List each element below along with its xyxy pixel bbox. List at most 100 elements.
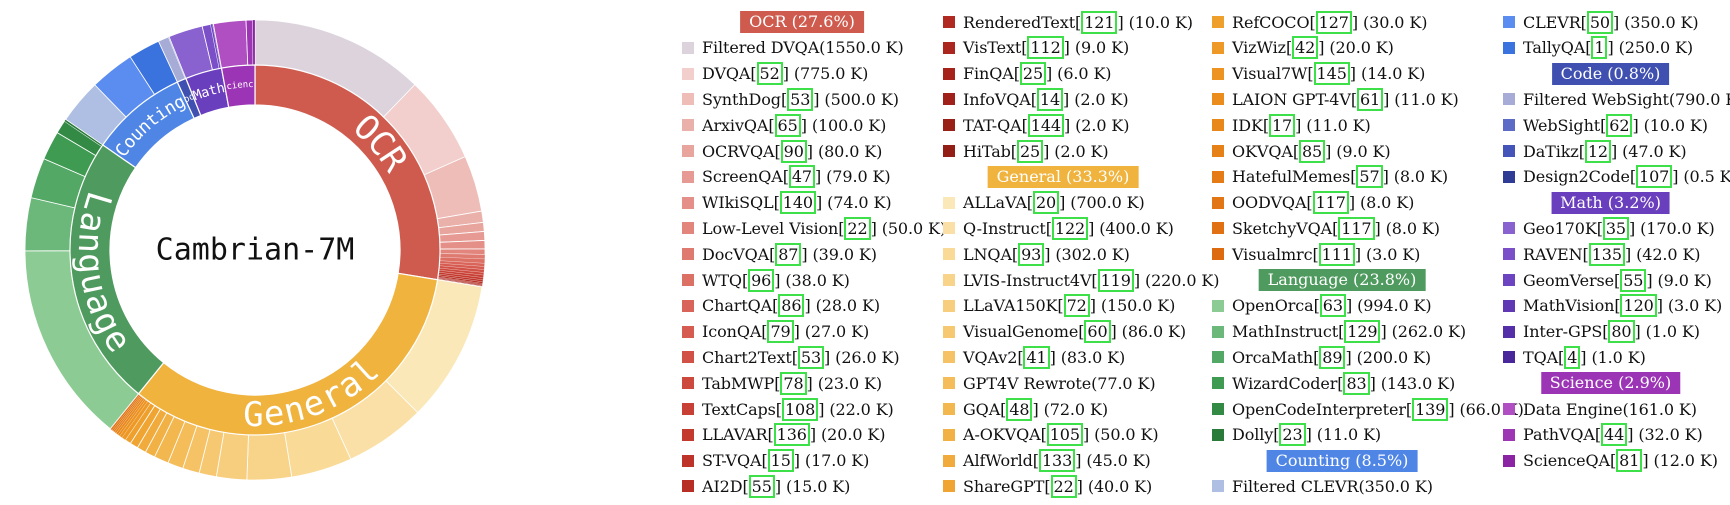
legend-swatch — [1212, 41, 1224, 54]
legend-count: (42.0 K) — [1636, 244, 1701, 264]
legend-count: (23.0 K) — [817, 373, 883, 393]
legend-entry-llavar: LLAVAR [136] (20.0 K) — [682, 423, 885, 447]
legend-header-math: Math (3.2%) — [1551, 191, 1670, 214]
legend-swatch — [943, 454, 955, 467]
legend-dataset-name: DocVQA — [702, 244, 770, 264]
legend-citation: 78 — [780, 371, 807, 395]
legend-entry-ocrvqa: OCRVQA [90] (80.0 K) — [682, 139, 882, 163]
legend-entry-filtered-websight: Filtered WebSight (790.0 K) — [1503, 87, 1730, 111]
legend-entry-finqa: FinQA [25] (6.0 K) — [943, 62, 1112, 86]
legend-dataset-name: RAVEN — [1523, 244, 1583, 264]
legend-swatch — [682, 119, 694, 132]
legend-swatch — [1503, 325, 1515, 338]
legend-count: (10.0 K) — [1128, 12, 1193, 32]
legend-count: (47.0 K) — [1622, 141, 1687, 161]
legend-dataset-name: Low-Level Vision — [702, 218, 839, 238]
legend-count: (250.0 K) — [1618, 38, 1694, 58]
legend-count: (775.0 K) — [793, 64, 869, 84]
legend-entry-filtered-clevr: Filtered CLEVR (350.0 K) — [1212, 474, 1433, 498]
legend-dataset-name: Q-Instruct — [963, 218, 1046, 238]
legend-entry-visualmrc: Visualmrc [111] (3.0 K) — [1212, 242, 1420, 266]
legend-entry-dolly: Dolly [23] (11.0 K) — [1212, 423, 1381, 447]
outer-ring — [24, 19, 486, 481]
legend-dataset-name: Data Engine — [1523, 399, 1623, 419]
legend-dataset-name: LAION GPT-4V — [1232, 89, 1351, 109]
legend-dataset-name: VQAv2 — [963, 347, 1018, 367]
legend-dataset-name: Filtered CLEVR — [1232, 476, 1359, 496]
legend-entry-infovqa: InfoVQA [14] (2.0 K) — [943, 87, 1129, 111]
legend-dataset-name: DVQA — [702, 64, 751, 84]
legend-count: (0.5 K) — [1683, 167, 1730, 187]
legend-entry-sketchyvqa: SketchyVQA [117] (8.0 K) — [1212, 216, 1440, 240]
legend-count: (38.0 K) — [785, 270, 850, 290]
legend-dataset-name: Dolly — [1232, 425, 1274, 445]
legend-count: (8.0 K) — [1359, 193, 1415, 213]
legend-swatch — [1503, 299, 1515, 312]
center-title: Cambrian-7M — [156, 233, 355, 268]
legend-citation: 119 — [1097, 268, 1134, 292]
legend-swatch — [943, 16, 955, 28]
legend-entry-okvqa: OKVQA [85] (9.0 K) — [1212, 139, 1391, 163]
legend-entry-scienceqa: ScienceQA [81] (12.0 K) — [1503, 449, 1718, 473]
legend-count: (220.0 K) — [1144, 270, 1220, 290]
legend-citation: 122 — [1051, 216, 1089, 240]
legend-entry-visualgenome: VisualGenome [60] (86.0 K) — [943, 320, 1186, 344]
legend-citation: 93 — [1018, 242, 1045, 266]
legend-citation: 96 — [748, 268, 775, 292]
legend-dataset-name: OKVQA — [1232, 141, 1293, 161]
legend-count: (77.0 K) — [1091, 373, 1156, 393]
legend-entry-tat-qa: TAT-QA [144] (2.0 K) — [943, 113, 1130, 137]
legend-count: (14.0 K) — [1360, 64, 1426, 84]
legend-swatch — [682, 196, 694, 209]
legend-header-language: Language (23.8%) — [1258, 269, 1426, 291]
legend-entry-a-okvqa: A-OKVQA [105] (50.0 K) — [943, 423, 1159, 447]
legend-citation: 23 — [1279, 423, 1306, 447]
legend-dataset-name: PathVQA — [1523, 425, 1595, 445]
legend-dataset-name: LLaVA150K — [963, 296, 1058, 316]
legend-entry-refcoco: RefCOCO [127] (30.0 K) — [1212, 10, 1427, 34]
legend-entry-screenqa: ScreenQA [47] (79.0 K) — [682, 165, 891, 189]
legend-citation: 117 — [1312, 191, 1349, 215]
legend-entry-geo170k: Geo170K [35] (170.0 K) — [1503, 216, 1715, 240]
legend-entry-gpt4v-rewrote: GPT4V Rewrote (77.0 K) — [943, 371, 1156, 395]
legend-count: (6.0 K) — [1057, 64, 1112, 84]
legend-citation: 144 — [1027, 113, 1064, 137]
legend-swatch — [1212, 119, 1224, 132]
legend-count: (80.0 K) — [817, 141, 883, 161]
legend-swatch — [1503, 222, 1515, 235]
legend-count: (45.0 K) — [1086, 451, 1151, 471]
legend-citation: 87 — [775, 242, 802, 266]
legend-dataset-name: FinQA — [963, 64, 1014, 84]
legend-dataset-name: GQA — [963, 399, 1001, 419]
legend-count: (350.0 K) — [1358, 476, 1433, 496]
legend-entry-alfworld: AlfWorld [133] (45.0 K) — [943, 449, 1151, 473]
sunburst-chart: OCRGeneralLanguageCountingCodeMathScienc… — [0, 0, 486, 481]
legend-citation: 145 — [1313, 62, 1350, 86]
legend-swatch — [682, 299, 694, 312]
legend-citation: 48 — [1006, 397, 1033, 421]
legend-citation: 121 — [1081, 10, 1118, 34]
legend-count: (22.0 K) — [829, 399, 894, 419]
legend-dataset-name: OpenOrca — [1232, 296, 1314, 316]
legend-citation: 25 — [1016, 139, 1044, 163]
legend-entry-tqa: TQA [4] (1.0 K) — [1503, 345, 1646, 369]
legend-entry-geomverse: GeomVerse [55] (9.0 K) — [1503, 268, 1712, 292]
legend-swatch — [1212, 16, 1224, 28]
legend-swatch — [1503, 170, 1515, 183]
legend-swatch — [682, 93, 694, 106]
legend-entry-mathinstruct: MathInstruct [129] (262.0 K) — [1212, 320, 1466, 344]
legend-count: (161.0 K) — [1622, 399, 1697, 419]
legend-dataset-name: VisText — [963, 38, 1022, 58]
legend-swatch — [943, 145, 955, 157]
legend-entry-vqav2: VQAv2 [41] (83.0 K) — [943, 345, 1125, 369]
legend-swatch — [1212, 428, 1224, 441]
legend-count: (500.0 K) — [824, 89, 899, 109]
legend-count: (262.0 K) — [1391, 322, 1467, 342]
legend-count: (2.0 K) — [1075, 115, 1130, 135]
legend-citation: 108 — [781, 397, 819, 421]
legend-entry-llava150k: LLaVA150K [72] (150.0 K) — [943, 294, 1175, 318]
legend-count: (2.0 K) — [1074, 89, 1129, 109]
legend-count: (50.0 K) — [881, 218, 947, 238]
legend-citation: 65 — [774, 113, 801, 137]
legend-count: (17.0 K) — [804, 451, 870, 471]
